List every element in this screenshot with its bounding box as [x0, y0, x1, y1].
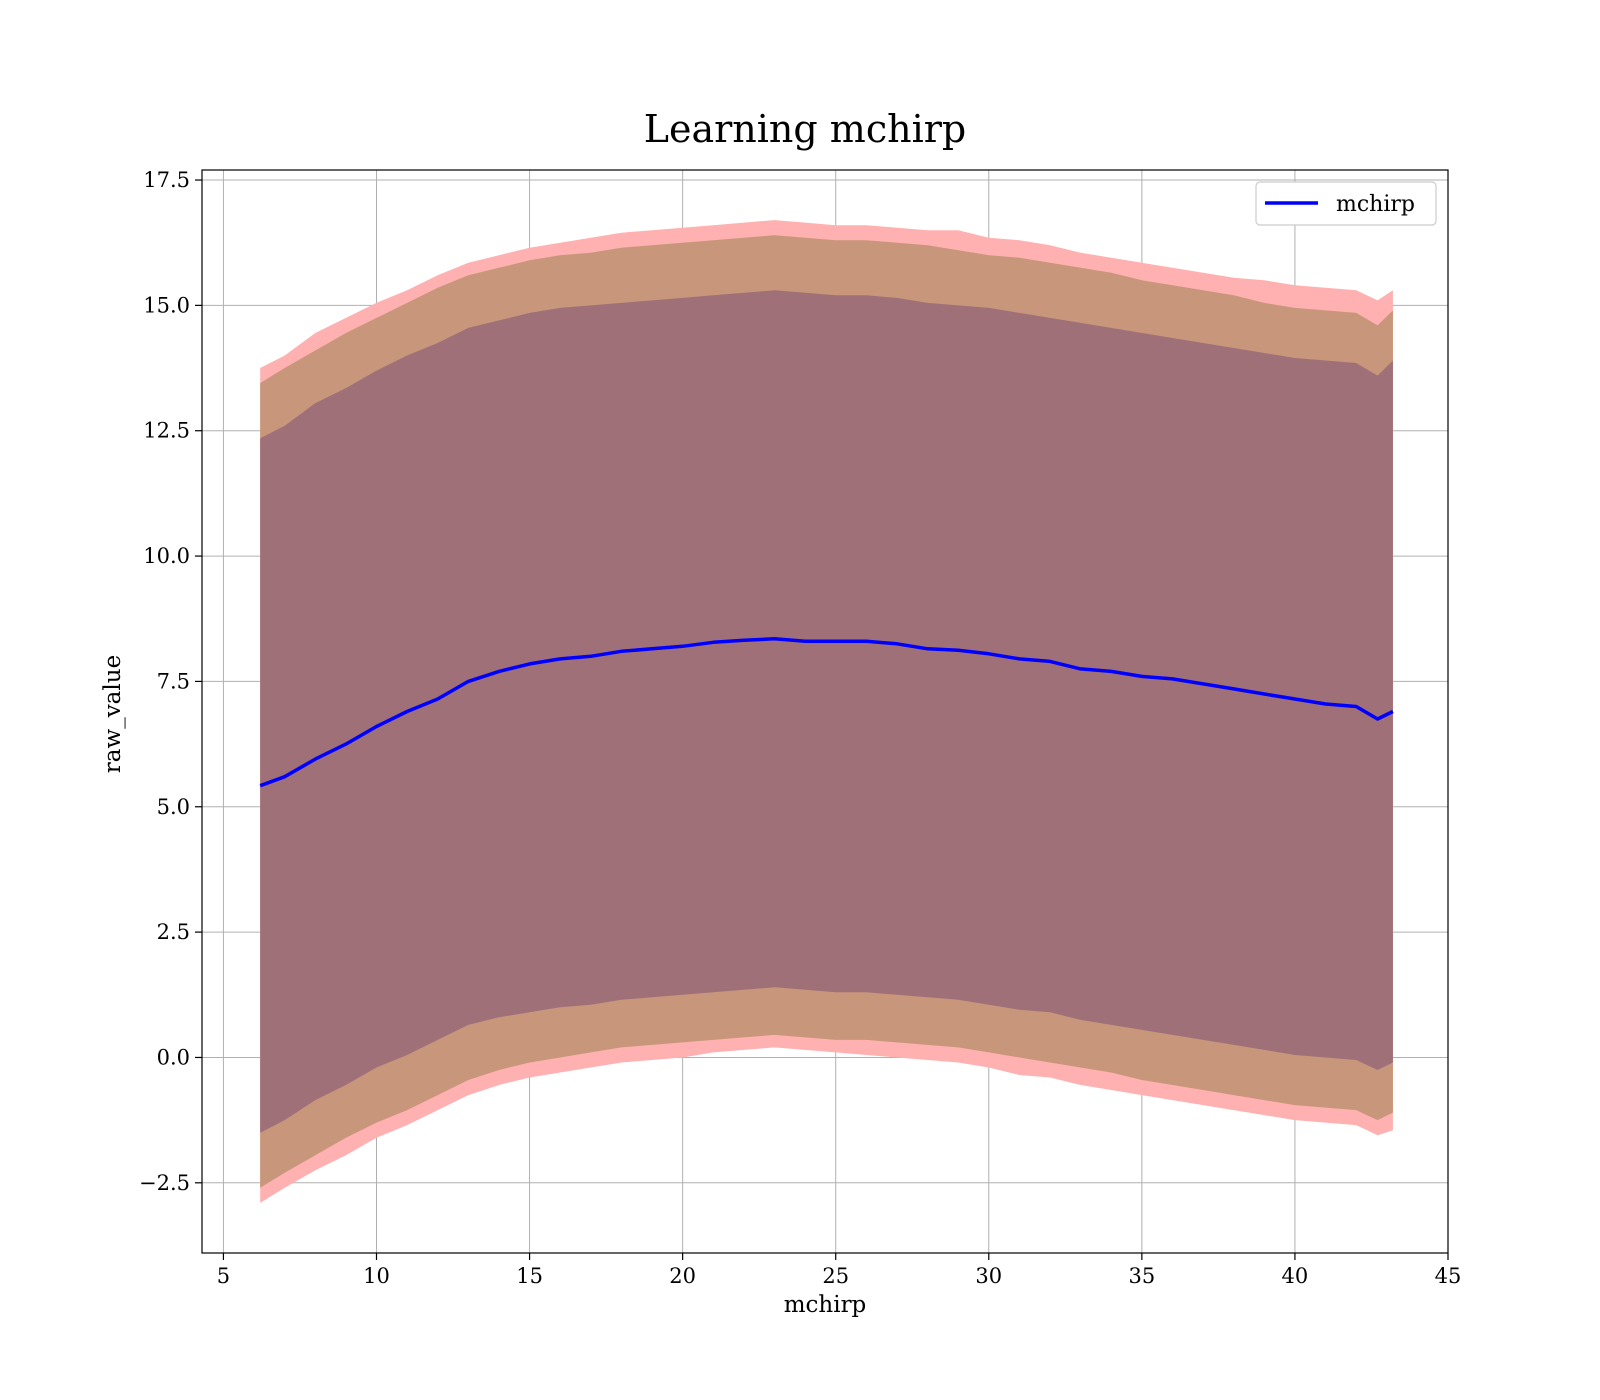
plot-frame — [201, 169, 1449, 1254]
y-tick-label: 10.0 — [143, 544, 190, 568]
x-tick-label: 40 — [1282, 1264, 1309, 1288]
x-axis-label: mchirp — [784, 1292, 867, 1318]
bands — [260, 220, 1393, 1203]
y-tick-label: 5.0 — [157, 795, 190, 819]
y-tick-label: −2.5 — [139, 1171, 190, 1195]
x-tick-label: 30 — [975, 1264, 1002, 1288]
y-tick-label: 12.5 — [143, 419, 190, 443]
y-axis-label: raw_value — [100, 655, 126, 773]
y-tick-label: 2.5 — [157, 920, 190, 944]
series-line-mchirp — [259, 637, 1394, 788]
series-lines — [259, 637, 1394, 788]
x-tick-label: 45 — [1435, 1264, 1462, 1288]
legend: mchirp — [1255, 181, 1437, 226]
x-tick-label: 5 — [217, 1264, 230, 1288]
x-tick-label: 10 — [363, 1264, 390, 1288]
y-tick-label: 17.5 — [143, 168, 190, 192]
legend-entry-mchirp: mchirp — [1336, 192, 1415, 217]
x-tick-label: 15 — [516, 1264, 543, 1288]
x-tick-label: 20 — [669, 1264, 696, 1288]
band-1-sigma-band — [260, 290, 1393, 1133]
y-tick-label: 7.5 — [157, 669, 190, 693]
y-tick-label: 15.0 — [143, 293, 190, 317]
x-tick-label: 35 — [1128, 1264, 1155, 1288]
x-tick-label: 25 — [822, 1264, 849, 1288]
ticks: 5 10 15 20 25 30 35 40 45 −2.5 0.0 2.5 5.0 7.5 10.0 12.… — [139, 168, 1461, 1288]
y-tick-label: 0.0 — [157, 1045, 190, 1069]
chart-title: Learning mchirp — [644, 107, 966, 151]
legend-box — [1255, 181, 1437, 226]
